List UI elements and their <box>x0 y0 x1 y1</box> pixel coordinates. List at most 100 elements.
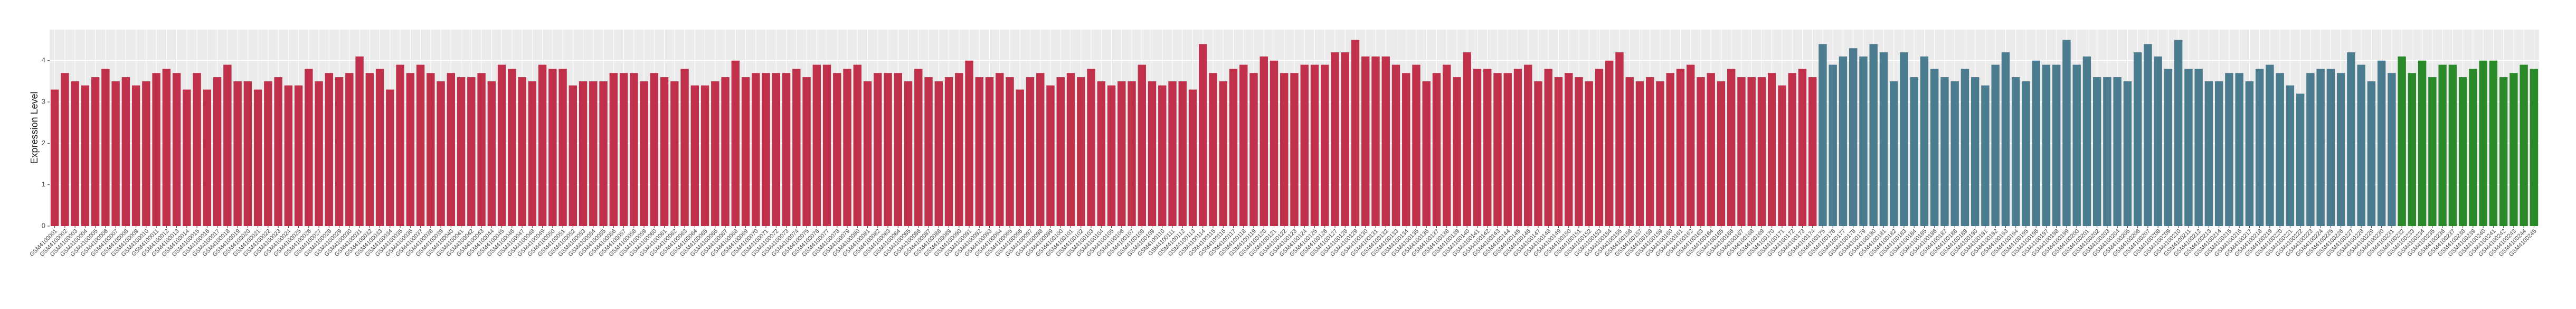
bar <box>2448 64 2457 226</box>
bar <box>934 81 943 227</box>
bar <box>680 69 689 226</box>
bar <box>792 69 801 226</box>
bar <box>538 64 547 226</box>
bar <box>1300 64 1309 226</box>
bar <box>1819 44 1827 227</box>
bar <box>2032 60 2040 226</box>
bar <box>609 73 618 227</box>
bar <box>2092 77 2101 226</box>
bar <box>1371 56 1380 226</box>
bar <box>2408 73 2417 227</box>
bar <box>2245 81 2254 227</box>
bar <box>1138 64 1146 226</box>
y-tick-label: 1 <box>42 180 45 188</box>
bar <box>325 73 334 227</box>
bar <box>1046 85 1055 226</box>
bar <box>1351 40 1360 226</box>
bar <box>630 73 638 227</box>
bar <box>2276 73 2284 227</box>
bar <box>1859 56 1868 226</box>
bar <box>1656 81 1664 227</box>
bar <box>1829 64 1837 226</box>
bar <box>853 64 861 226</box>
bar <box>863 81 872 227</box>
bar <box>1889 81 1898 227</box>
bar <box>802 77 811 226</box>
bar <box>1259 56 1268 226</box>
bar <box>1188 89 1197 226</box>
bar <box>518 77 526 226</box>
bar <box>1615 52 1624 227</box>
bar <box>660 77 669 226</box>
bar <box>2438 64 2447 226</box>
bar <box>1056 77 1065 226</box>
bar <box>1849 48 1858 227</box>
bar <box>2255 69 2264 226</box>
bar <box>1575 77 1583 226</box>
bar <box>2194 69 2203 226</box>
bar <box>1229 69 1238 226</box>
bar <box>50 89 59 226</box>
bar <box>1910 77 1918 226</box>
bar <box>2499 77 2508 226</box>
bar <box>894 73 902 227</box>
bar <box>2113 77 2122 226</box>
bar <box>2296 93 2305 226</box>
bar <box>2214 81 2223 227</box>
bar <box>1036 73 1045 227</box>
bar <box>1768 73 1776 227</box>
bar <box>1178 81 1187 227</box>
bar <box>1687 64 1695 226</box>
bar <box>1930 69 1939 226</box>
bar <box>213 77 222 226</box>
bar <box>1940 77 1949 226</box>
bar <box>1524 64 1532 226</box>
bar <box>884 73 892 227</box>
bar <box>2388 73 2396 227</box>
bar <box>924 77 933 226</box>
bar <box>365 73 374 227</box>
bar <box>1066 73 1075 227</box>
bar <box>700 85 709 226</box>
bar <box>812 64 821 226</box>
bar <box>955 73 963 227</box>
bar <box>1950 81 1959 227</box>
bar <box>1168 81 1177 227</box>
bar <box>2428 77 2437 226</box>
bar <box>294 85 303 226</box>
bar <box>264 81 272 227</box>
bar <box>2072 64 2081 226</box>
bar <box>1808 77 1817 226</box>
bar <box>1544 69 1552 226</box>
bar <box>1128 81 1136 227</box>
bar <box>548 69 557 226</box>
bar <box>477 73 486 227</box>
y-tick-label: 3 <box>42 97 45 105</box>
bar <box>427 73 435 227</box>
bar <box>1971 77 1980 226</box>
bar <box>2103 77 2111 226</box>
bar <box>345 73 354 227</box>
bar <box>528 81 537 227</box>
bar <box>497 64 506 226</box>
bar <box>1463 52 1471 227</box>
bar <box>2530 69 2539 226</box>
bar <box>1757 77 1766 226</box>
bar <box>508 69 516 226</box>
bar <box>2184 69 2193 226</box>
bar <box>711 81 719 227</box>
bar <box>1097 81 1105 227</box>
bar <box>91 77 100 226</box>
bar <box>2418 60 2427 226</box>
bar <box>172 73 181 227</box>
bar <box>985 77 994 226</box>
bar <box>152 73 160 227</box>
bar <box>2489 60 2498 226</box>
bar <box>1453 77 1461 226</box>
bar <box>1605 60 1614 226</box>
bar <box>162 69 171 226</box>
bar <box>843 69 851 226</box>
bar <box>2266 64 2274 226</box>
bar <box>690 85 699 226</box>
